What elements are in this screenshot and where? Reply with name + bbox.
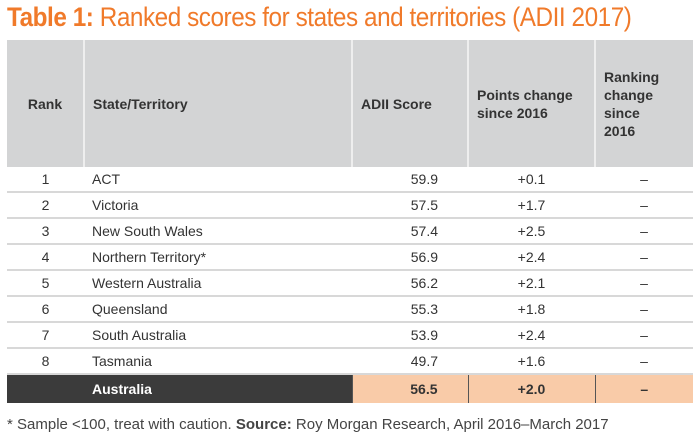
cell: Queensland: [84, 296, 352, 323]
title-label: Table 1:: [7, 2, 94, 32]
cell: +1.8: [468, 296, 595, 323]
cell: –: [595, 348, 693, 375]
cell: Tasmania: [84, 348, 352, 375]
cell: 57.4: [352, 218, 468, 245]
title-text: Ranked scores for states and territories…: [93, 2, 632, 32]
table-title: Table 1: Ranked scores for states and te…: [7, 2, 632, 33]
cell: +2.1: [468, 270, 595, 297]
source-text: Roy Morgan Research, April 2016–March 20…: [291, 416, 609, 433]
table-row: 5 Western Australia 56.2 +2.1–: [7, 270, 693, 297]
cell: –: [595, 167, 693, 193]
cell: Northern Territory*: [84, 244, 352, 271]
cell: –: [595, 244, 693, 271]
cell: +2.5: [468, 218, 595, 245]
table-row: 2 Victoria 57.5 +1.7–: [7, 192, 693, 219]
cell: 1: [7, 167, 84, 193]
cell: 7: [7, 322, 84, 349]
cell: 59.9: [352, 167, 468, 193]
header-rank: Rank: [7, 40, 84, 167]
cell: New South Wales: [84, 218, 352, 245]
total-ranking: –: [594, 374, 693, 403]
cell: –: [595, 296, 693, 323]
cell: Western Australia: [84, 270, 352, 297]
table-row: 7 South Australia 53.9 +2.4–: [7, 322, 693, 349]
cell: –: [595, 322, 693, 349]
cell: +2.4: [468, 322, 595, 349]
total-label: Australia: [7, 374, 352, 403]
cell: 57.5: [352, 192, 468, 219]
header-ranking-change: Ranking change since 2016: [594, 40, 693, 167]
total-score: 56.5: [351, 374, 468, 403]
cell: +0.1: [468, 167, 595, 193]
cell: 3: [7, 218, 84, 245]
cell: ACT: [84, 167, 352, 193]
table-row: 4 Northern Territory* 56.9 +2.4–: [7, 244, 693, 271]
cell: 8: [7, 348, 84, 375]
header-state: State/Territory: [83, 40, 352, 167]
cell: –: [595, 192, 693, 219]
rankings-table: Rank State/Territory ADII Score Points c…: [7, 40, 693, 403]
total-points: +2.0: [467, 374, 595, 403]
table-row: 1 ACT 59.9 +0.1–: [7, 167, 693, 193]
header-score: ADII Score: [351, 40, 468, 167]
cell: 49.7: [352, 348, 468, 375]
source-label: Source:: [235, 416, 292, 433]
footnote-note: * Sample <100, treat with caution.: [7, 416, 236, 433]
cell: –: [595, 218, 693, 245]
footnote: * Sample <100, treat with caution. Sourc…: [7, 416, 609, 433]
cell: –: [595, 270, 693, 297]
cell: 56.9: [352, 244, 468, 271]
cell: 55.3: [352, 296, 468, 323]
cell: 56.2: [352, 270, 468, 297]
table-row: 3 New South Wales 57.4 +2.5–: [7, 218, 693, 245]
header-points-change: Points change since 2016: [467, 40, 595, 167]
table-row: 8 Tasmania 49.7 +1.6–: [7, 348, 693, 375]
cell: 6: [7, 296, 84, 323]
cell: +1.7: [468, 192, 595, 219]
cell: 5: [7, 270, 84, 297]
total-row: Australia 56.5 +2.0 –: [7, 374, 693, 403]
header-row: Rank State/Territory ADII Score Points c…: [7, 40, 693, 167]
cell: 4: [7, 244, 84, 271]
cell: Victoria: [84, 192, 352, 219]
cell: +2.4: [468, 244, 595, 271]
cell: 2: [7, 192, 84, 219]
cell: South Australia: [84, 322, 352, 349]
cell: 53.9: [352, 322, 468, 349]
cell: +1.6: [468, 348, 595, 375]
table-row: 6 Queensland 55.3 +1.8–: [7, 296, 693, 323]
